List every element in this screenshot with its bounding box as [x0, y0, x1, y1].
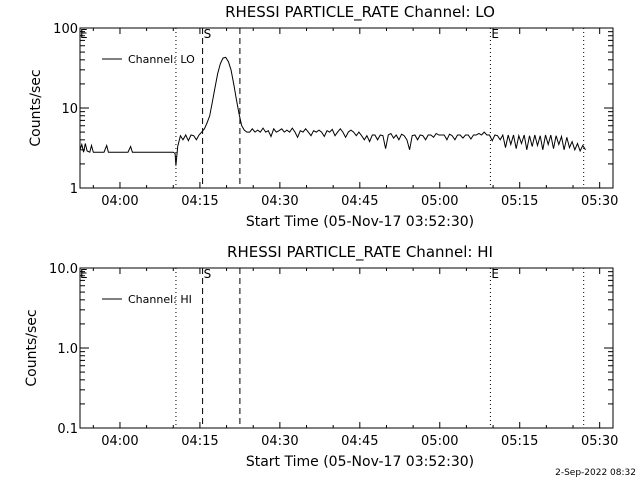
x-tick-label: 04:30 [261, 194, 298, 209]
time-marker-label: E [491, 267, 499, 281]
x-tick-label: 05:30 [581, 194, 618, 209]
y-tick-label: 100 [53, 22, 78, 37]
x-axis-label: Start Time (05-Nov-17 03:52:30) [246, 454, 474, 470]
x-tick-label: 05:15 [501, 434, 538, 449]
time-marker-label: E [491, 27, 499, 41]
x-axis-label: Start Time (05-Nov-17 03:52:30) [246, 214, 474, 230]
corner-label-left: E [80, 27, 88, 41]
chart-panel-hi: RHESSI PARTICLE_RATE Channel: HI Start T… [24, 243, 618, 470]
x-tick-label: 04:45 [341, 434, 378, 449]
x-tick-label: 04:00 [101, 194, 138, 209]
corner-label-left: E [80, 267, 88, 281]
x-tick-label: 04:45 [341, 194, 378, 209]
x-tick-label: 04:30 [261, 434, 298, 449]
x-tick-label: 05:00 [421, 434, 458, 449]
legend-entry: Channel: LO [128, 53, 195, 66]
y-tick-label: 0.1 [57, 422, 78, 437]
y-axis-label: Counts/sec [28, 69, 44, 146]
x-tick-label: 04:15 [181, 194, 218, 209]
y-axis-label: Counts/sec [24, 309, 40, 386]
y-tick-label: 1 [70, 182, 78, 197]
footer-date: 2-Sep-2022 08:32 [555, 468, 636, 478]
time-marker-label: S [204, 27, 212, 41]
x-tick-label: 04:00 [101, 434, 138, 449]
chart-title: RHESSI PARTICLE_RATE Channel: LO [225, 3, 495, 22]
series-line [79, 56, 586, 166]
y-tick-label: 10 [61, 102, 78, 117]
time-marker-label: S [204, 267, 212, 281]
y-tick-label: 10.0 [49, 262, 78, 277]
legend-entry: Channel: HI [128, 293, 192, 306]
chart-title: RHESSI PARTICLE_RATE Channel: HI [227, 243, 493, 262]
x-tick-label: 05:15 [501, 194, 538, 209]
x-tick-label: 05:00 [421, 194, 458, 209]
x-tick-label: 05:30 [581, 434, 618, 449]
chart-panel-lo: RHESSI PARTICLE_RATE Channel: LO Start T… [28, 3, 618, 230]
y-tick-label: 1.0 [57, 342, 78, 357]
x-tick-label: 04:15 [181, 434, 218, 449]
